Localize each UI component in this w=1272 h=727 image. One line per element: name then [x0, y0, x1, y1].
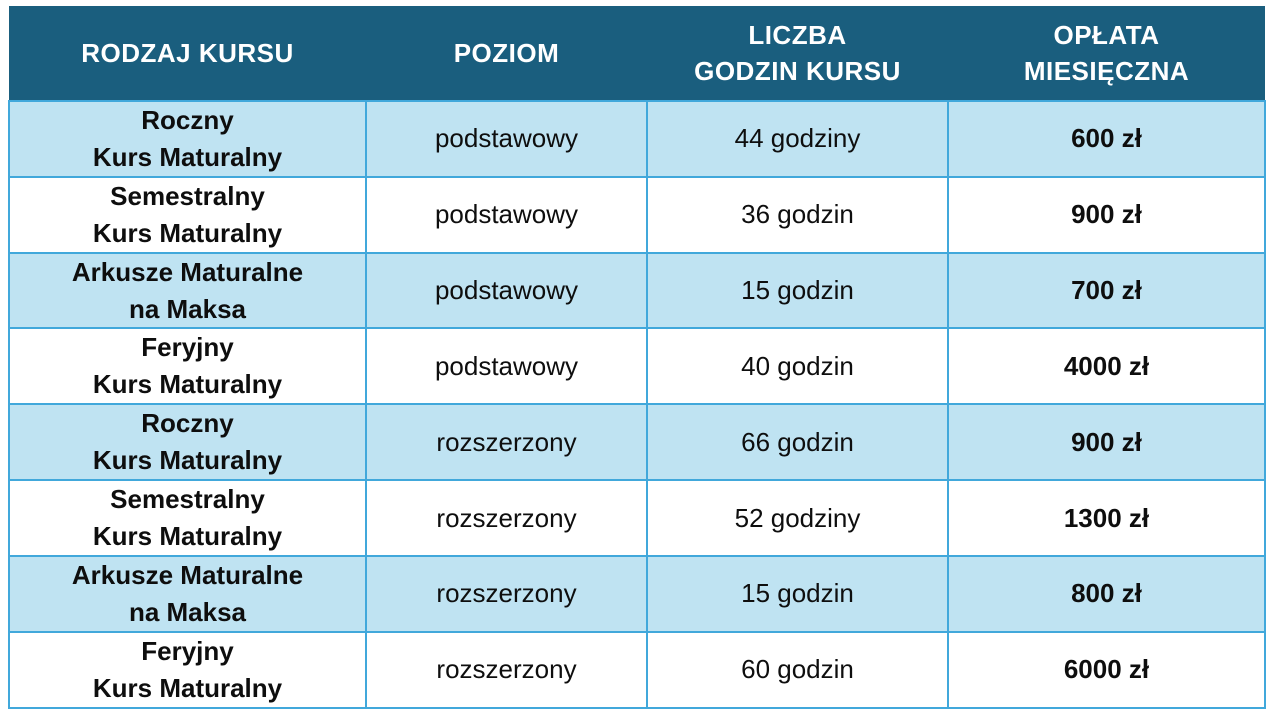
column-header-rodzaj-kursu: RODZAJ KURSU: [9, 6, 366, 101]
cell-course: Roczny Kurs Maturalny: [8, 100, 367, 178]
cell-level: podstawowy: [365, 100, 648, 178]
table-row: Roczny Kurs Maturalny rozszerzony 66 godzi…: [8, 403, 1266, 482]
cell-level: podstawowy: [365, 327, 648, 406]
cell-hours: 15 godzin: [646, 251, 949, 330]
table-row: Semestralny Kurs Maturalny rozszerzony 52 …: [8, 479, 1266, 557]
table-row: Arkusze Maturalne na Maksa podstawowy 15 g…: [8, 251, 1266, 330]
cell-price: 600 zł: [947, 100, 1266, 178]
cell-price: 1300 zł: [947, 479, 1266, 557]
cell-hours: 36 godzin: [646, 175, 949, 254]
table-header: RODZAJ KURSU POZIOM LICZBA GODZIN KURSU …: [9, 6, 1265, 101]
column-header-poziom: POZIOM: [366, 6, 647, 101]
cell-course: Semestralny Kurs Maturalny: [8, 175, 367, 254]
cell-hours: 15 godzin: [646, 554, 949, 633]
cell-hours: 40 godzin: [646, 327, 949, 406]
cell-price: 6000 zł: [947, 630, 1266, 709]
course-pricing-table: RODZAJ KURSU POZIOM LICZBA GODZIN KURSU …: [8, 6, 1266, 709]
table-row: Arkusze Maturalne na Maksa rozszerzony 15 …: [8, 554, 1266, 633]
cell-price: 900 zł: [947, 403, 1266, 482]
cell-level: podstawowy: [365, 251, 648, 330]
table-body: Roczny Kurs Maturalny podstawowy 44 godzin…: [8, 100, 1266, 709]
table-row: Roczny Kurs Maturalny podstawowy 44 godzin…: [8, 100, 1266, 178]
cell-hours: 44 godziny: [646, 100, 949, 178]
cell-hours: 66 godzin: [646, 403, 949, 482]
cell-course: Roczny Kurs Maturalny: [8, 403, 367, 482]
cell-level: rozszerzony: [365, 479, 648, 557]
cell-course: Feryjny Kurs Maturalny: [8, 327, 367, 406]
cell-course: Arkusze Maturalne na Maksa: [8, 554, 367, 633]
cell-price: 800 zł: [947, 554, 1266, 633]
column-header-liczba-godzin: LICZBA GODZIN KURSU: [647, 6, 948, 101]
column-header-oplata-miesieczna: OPŁATA MIESIĘCZNA: [948, 6, 1265, 101]
cell-price: 900 zł: [947, 175, 1266, 254]
cell-price: 4000 zł: [947, 327, 1266, 406]
cell-hours: 60 godzin: [646, 630, 949, 709]
cell-level: rozszerzony: [365, 630, 648, 709]
cell-course: Feryjny Kurs Maturalny: [8, 630, 367, 709]
cell-price: 700 zł: [947, 251, 1266, 330]
table-row: Feryjny Kurs Maturalny podstawowy 40 godzi…: [8, 327, 1266, 406]
cell-level: podstawowy: [365, 175, 648, 254]
table-row: Feryjny Kurs Maturalny rozszerzony 60 godz…: [8, 630, 1266, 709]
cell-level: rozszerzony: [365, 554, 648, 633]
header-row: RODZAJ KURSU POZIOM LICZBA GODZIN KURSU …: [9, 6, 1265, 101]
cell-course: Semestralny Kurs Maturalny: [8, 479, 367, 557]
cell-hours: 52 godziny: [646, 479, 949, 557]
cell-level: rozszerzony: [365, 403, 648, 482]
cell-course: Arkusze Maturalne na Maksa: [8, 251, 367, 330]
table-row: Semestralny Kurs Maturalny podstawowy 36 g…: [8, 175, 1266, 254]
